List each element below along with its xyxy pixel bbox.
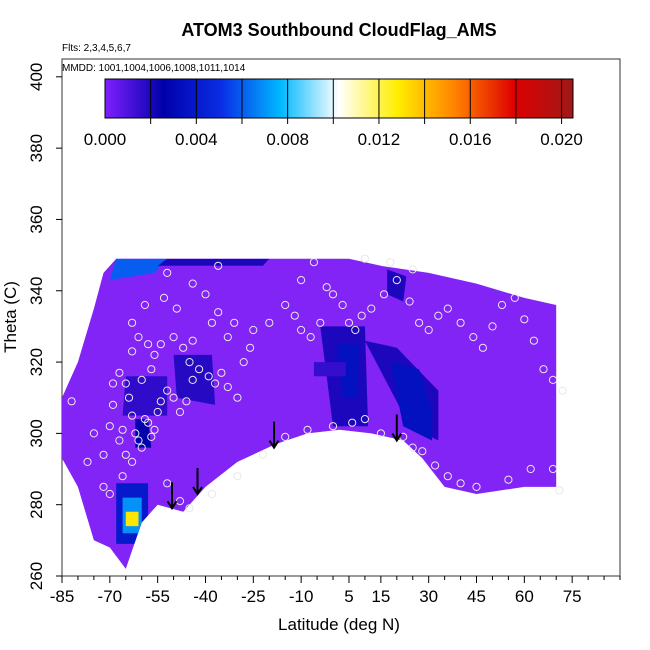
- x-tick-label: 75: [563, 587, 582, 606]
- y-axis: 260 280 300 320 340 360 380 400: [27, 63, 62, 591]
- y-axis-label: Theta (C): [1, 281, 20, 353]
- x-tick-label: 15: [371, 587, 390, 606]
- x-axis-label: Latitude (deg N): [278, 615, 400, 634]
- colorbar-tick-label: 0.020: [540, 130, 583, 149]
- colorbar: [105, 79, 573, 118]
- observation-point: [259, 451, 266, 458]
- colorbar-tick-label: 0.016: [449, 130, 492, 149]
- observation-point: [556, 487, 563, 494]
- colorbar-tick-label: 0.012: [358, 130, 401, 149]
- field-patch: [126, 512, 139, 526]
- y-tick-label: 380: [27, 134, 46, 162]
- observation-point: [361, 255, 368, 262]
- colorbar-tick-label: 0.008: [266, 130, 309, 149]
- x-tick-label: 5: [344, 587, 353, 606]
- y-tick-label: 400: [27, 63, 46, 91]
- x-tick-label: -25: [241, 587, 266, 606]
- mmdd-label: MMDD: 1001,1004,1006,1008,1011,1014: [62, 63, 246, 74]
- y-tick-label: 260: [27, 562, 46, 590]
- y-tick-label: 360: [27, 205, 46, 233]
- observation-point: [208, 490, 215, 497]
- x-axis: -85 -70 -55 -40 -25 -10 5 15 30 45 60 75: [50, 576, 620, 606]
- colorbar-tick-label: 0.000: [84, 130, 127, 149]
- x-tick-label: -55: [145, 587, 170, 606]
- x-tick-label: -85: [50, 587, 75, 606]
- observation-point: [186, 505, 193, 512]
- x-tick-label: 45: [467, 587, 486, 606]
- plot-area: [62, 255, 566, 569]
- observation-point: [387, 259, 394, 266]
- observation-point: [234, 473, 241, 480]
- y-tick-label: 280: [27, 491, 46, 519]
- flights-label: Flts: 2,3,4,5,6,7: [62, 43, 131, 54]
- x-tick-label: -70: [98, 587, 123, 606]
- x-tick-label: -10: [289, 587, 314, 606]
- field-patch: [158, 259, 270, 266]
- y-tick-label: 300: [27, 419, 46, 447]
- observation-point: [559, 387, 566, 394]
- chart-title: ATOM3 Southbound CloudFlag_AMS: [181, 20, 496, 40]
- x-tick-label: 60: [515, 587, 534, 606]
- x-tick-label: 30: [419, 587, 438, 606]
- colorbar-tick-label: 0.004: [175, 130, 218, 149]
- x-tick-label: -40: [193, 587, 218, 606]
- y-tick-label: 340: [27, 277, 46, 305]
- y-tick-label: 320: [27, 348, 46, 376]
- field-patch: [314, 362, 346, 376]
